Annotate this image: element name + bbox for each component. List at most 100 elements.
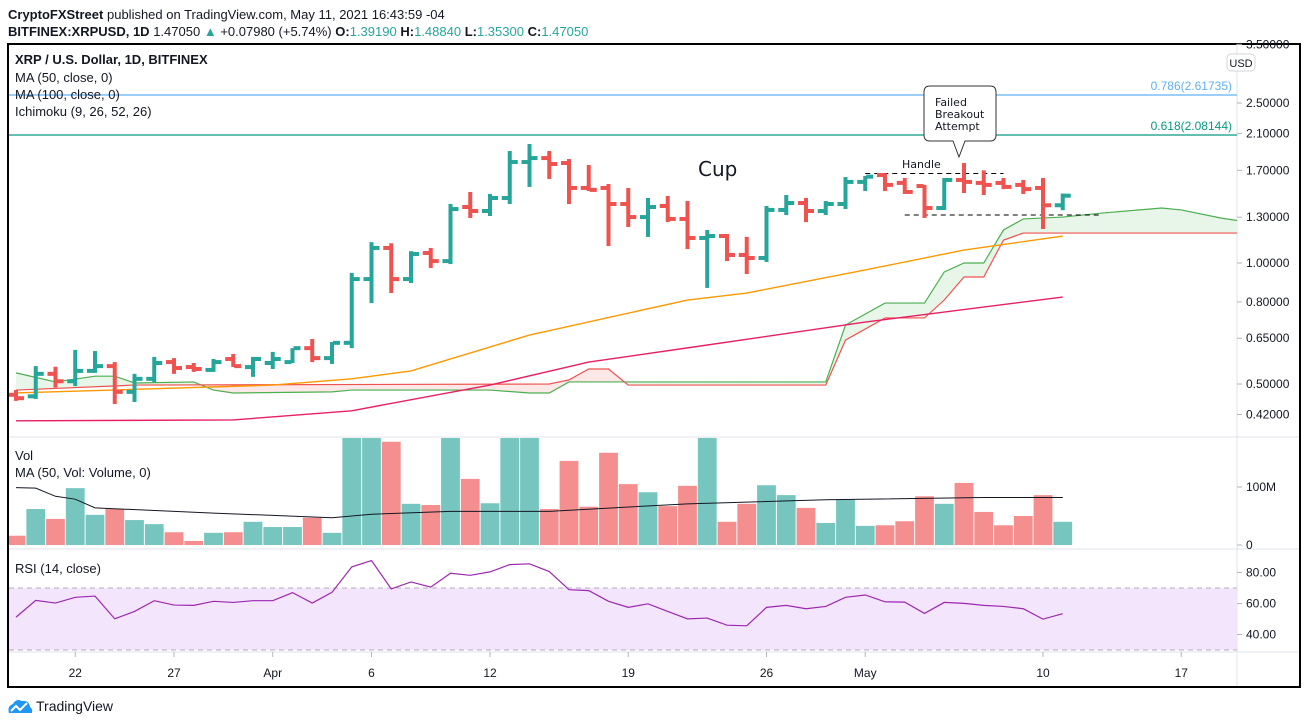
- ohlc-bar-close-tick: [688, 235, 696, 240]
- ohlc-bar-open-tick: [916, 184, 924, 189]
- ohlc-bar: [956, 163, 972, 194]
- ohlc-bar-range: [330, 342, 334, 364]
- ohlc-bar-close-tick: [293, 346, 301, 351]
- legend-vol-ma[interactable]: MA (50, Vol: Volume, 0): [15, 465, 151, 480]
- ohlc-bar: [146, 356, 163, 383]
- ohlc-bar-open-tick: [146, 376, 154, 381]
- tradingview-logo[interactable]: TradingView: [7, 697, 113, 715]
- ichimoku-cloud-segment: [786, 381, 806, 386]
- legend-ichimoku[interactable]: Ichimoku (9, 26, 52, 26): [15, 104, 152, 119]
- currency-badge[interactable]: [1226, 53, 1256, 72]
- ohlc-bar: [383, 243, 400, 294]
- open-value: 1.39190: [349, 24, 397, 39]
- ichimoku-cloud-segment: [16, 372, 36, 391]
- ohlc-bar-open-tick: [580, 185, 588, 190]
- ichimoku-cloud-segment: [1181, 209, 1201, 234]
- date-tick-label: 22: [69, 666, 83, 680]
- ohlc-bar: [975, 170, 992, 196]
- volume-bar: [796, 507, 816, 545]
- date-tick-label: 19: [622, 666, 636, 680]
- volume-bar: [381, 441, 401, 545]
- ohlc-bar-close-tick: [17, 396, 24, 401]
- volume-bar: [243, 521, 263, 545]
- ohlc-bar-open-tick: [403, 277, 410, 282]
- legend-title: XRP / U.S. Dollar, 1D, BITFINEX: [15, 52, 208, 67]
- symbol-line: BITFINEX:XRPUSD, 1D 1.47050 ▲ +0.07980 (…: [8, 24, 588, 39]
- ichimoku-cloud-segment: [1043, 217, 1063, 234]
- legend-ma50[interactable]: MA (50, close, 0): [15, 70, 113, 85]
- volume-bar: [480, 503, 500, 545]
- ohlc-bar-open-tick: [995, 180, 1003, 185]
- date-tick-label: 17: [1175, 666, 1189, 680]
- legend-vol[interactable]: Vol: [15, 448, 34, 463]
- ichimoku-cloud-segment: [1161, 208, 1182, 234]
- ohlc-bar-close-tick: [609, 202, 617, 207]
- ohlc-bar-range: [1060, 193, 1065, 211]
- ohlc-bar-open-tick: [87, 368, 94, 373]
- ichimoku-cloud-segment: [766, 381, 787, 386]
- volume-bar: [875, 525, 895, 545]
- price-tick-label: 0.65000: [1246, 331, 1290, 345]
- ohlc-bar-open-tick: [877, 173, 884, 178]
- price-change: +0.07980 (+5.74%): [220, 24, 332, 39]
- ohlc-bar-range: [744, 236, 749, 274]
- ohlc-bar-range: [132, 373, 137, 403]
- publisher-line: CryptoFXStreet published on TradingView.…: [8, 7, 445, 22]
- ohlc-bar: [363, 242, 380, 304]
- price-tick-label: 0.42000: [1246, 407, 1290, 421]
- volume-bar: [816, 522, 836, 545]
- ohlc-bar-close-tick: [431, 259, 439, 264]
- ohlc-bar-open-tick: [758, 256, 766, 261]
- ohlc-bar: [9, 390, 24, 401]
- ichimoku-cloud-segment: [1082, 213, 1103, 234]
- ohlc-bar-range: [567, 159, 571, 205]
- ohlc-bar-close-tick: [747, 256, 755, 261]
- volume-bar: [9, 535, 26, 545]
- ohlc-bar-range: [448, 204, 453, 265]
- ohlc-bar-open-tick: [462, 205, 470, 210]
- legend-rsi[interactable]: RSI (14, close): [15, 561, 101, 576]
- ohlc-bar: [343, 272, 360, 349]
- volume-bar: [322, 532, 342, 545]
- ohlc-bar-close-tick: [194, 366, 202, 371]
- ohlc-bar-close-tick: [392, 277, 400, 282]
- ohlc-bar: [699, 230, 716, 288]
- ichimoku-cloud-segment: [1062, 215, 1083, 234]
- ohlc-bar: [837, 177, 854, 210]
- volume-bar: [559, 460, 579, 545]
- ohlc-bar-close-tick: [510, 160, 518, 165]
- fib-level-label: 0.786(2.61735): [1151, 79, 1232, 93]
- ohlc-bar-range: [14, 390, 18, 401]
- ohlc-bar-open-tick: [225, 357, 233, 362]
- volume-bar: [599, 452, 618, 545]
- legend-ma100[interactable]: MA (100, close, 0): [15, 87, 120, 102]
- callout-bubble: [923, 85, 997, 159]
- ohlc-bar-close-tick: [589, 187, 597, 192]
- publisher-name[interactable]: CryptoFXStreet: [8, 7, 104, 22]
- ohlc-bar-close-tick: [175, 366, 182, 371]
- date-tick-label: May: [854, 666, 877, 680]
- published-text: published on TradingView.com, May 11, 20…: [106, 7, 445, 22]
- ohlc-bar-open-tick: [600, 185, 608, 190]
- ohlc-bar-close-tick: [530, 156, 538, 161]
- ohlc-bar-close-tick: [333, 340, 340, 345]
- volume-bar: [658, 506, 678, 545]
- ohlc-bar: [47, 366, 64, 388]
- ohlc-bar: [1054, 193, 1071, 211]
- ohlc-bar-close-tick: [313, 356, 321, 361]
- ichimoku-cloud-segment: [983, 230, 1004, 277]
- ohlc-bar-open-tick: [264, 360, 272, 365]
- ohlc-bar-open-tick: [304, 346, 312, 351]
- ohlc-bar-close-tick: [866, 174, 874, 179]
- ohlc-bar: [936, 177, 953, 211]
- close-label: C:: [527, 24, 542, 39]
- volume-bar: [697, 438, 717, 545]
- volume-bar: [638, 492, 658, 545]
- volume-bar: [678, 485, 697, 545]
- ichimoku-cloud-segment: [114, 376, 135, 386]
- ohlc-bar-open-tick: [896, 180, 904, 185]
- ohlc-bar-open-tick: [1054, 203, 1062, 208]
- volume-bar: [974, 511, 994, 545]
- ohlc-bar: [719, 233, 735, 262]
